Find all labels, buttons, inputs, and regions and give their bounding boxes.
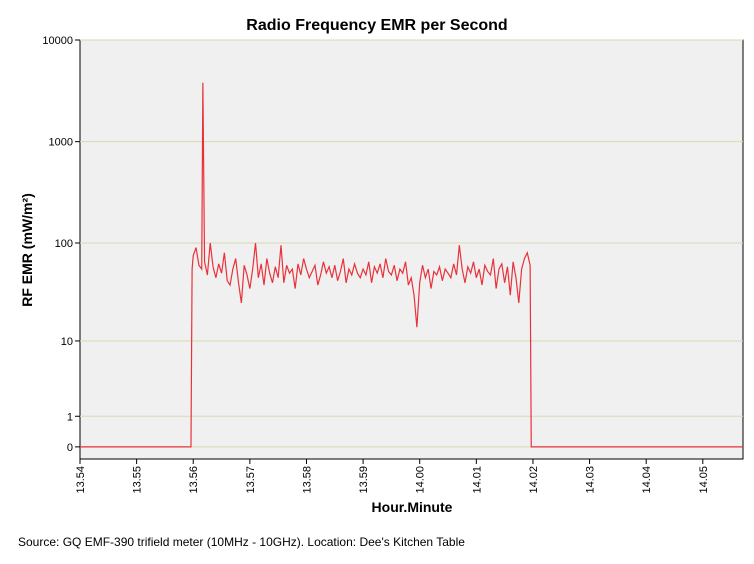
y-tick-label: 1000 [49, 137, 73, 149]
x-tick-label: 13.55 [132, 466, 144, 494]
x-tick-label: 13.54 [75, 466, 87, 494]
x-tick-label: 14.02 [528, 466, 540, 494]
x-tick-label: 14.04 [641, 466, 653, 494]
x-tick-label: 13.58 [301, 466, 313, 494]
data-line [80, 82, 743, 448]
y-tick-label: 10000 [42, 35, 73, 47]
x-axis-title: Hour.Minute [372, 499, 453, 515]
x-tick-label: 13.59 [358, 466, 370, 494]
x-tick-label: 14.05 [698, 466, 710, 494]
x-tick-label: 13.56 [188, 466, 200, 494]
y-tick-label: 10 [61, 336, 73, 348]
y-tick-label: 1 [67, 411, 73, 423]
y-tick-label: 100 [55, 238, 73, 250]
plot-area [79, 39, 744, 460]
y-axis-title: RF EMR (mW/m²) [19, 193, 35, 307]
x-tick-label: 13.57 [245, 466, 257, 494]
x-tick-label: 14.00 [415, 466, 427, 494]
source-note: Source: GQ EMF-390 trifield meter (10MHz… [18, 535, 465, 549]
x-tick-label: 14.03 [585, 466, 597, 494]
y-tick-label: 0 [67, 442, 73, 454]
x-tick-label: 14.01 [471, 466, 483, 494]
chart-title: Radio Frequency EMR per Second [246, 17, 507, 34]
